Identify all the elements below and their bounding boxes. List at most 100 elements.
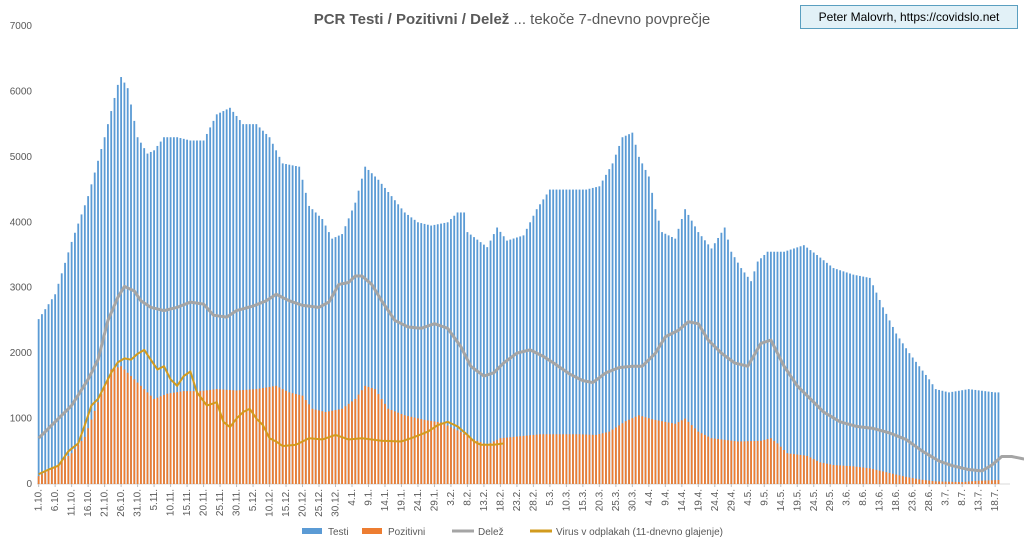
bar-pozitivni <box>908 477 911 484</box>
bar-pozitivni <box>961 482 964 484</box>
bar-testi <box>763 255 766 484</box>
bar-testi <box>113 97 116 484</box>
bar-testi <box>680 219 683 484</box>
bar-testi <box>578 189 581 485</box>
bar-pozitivni <box>278 387 281 484</box>
bar-testi <box>67 252 70 484</box>
y-tick-label: 5000 <box>10 152 33 163</box>
bar-testi <box>146 153 149 485</box>
bar-testi <box>235 115 238 484</box>
bar-testi <box>555 189 558 485</box>
bar-pozitivni <box>819 462 822 484</box>
bar-pozitivni <box>882 471 884 484</box>
bar-pozitivni <box>354 398 357 484</box>
bar-testi <box>153 150 155 485</box>
bar-pozitivni <box>347 403 350 484</box>
x-tick-label: 25.11. <box>215 489 226 516</box>
bar-testi <box>57 283 60 484</box>
bar-testi <box>334 237 337 484</box>
bar-pozitivni <box>242 390 245 484</box>
bar-testi <box>684 209 687 484</box>
bar-testi <box>400 208 403 484</box>
x-tick-label: 9.1. <box>363 489 374 506</box>
bar-testi <box>802 245 805 484</box>
bar-pozitivni <box>591 434 594 484</box>
bar-pozitivni <box>746 441 749 484</box>
bar-pozitivni <box>225 389 228 484</box>
bar-testi <box>314 212 317 484</box>
bar-testi <box>136 137 139 484</box>
bar-pozitivni <box>835 465 838 484</box>
bar-testi <box>717 237 720 484</box>
bar-pozitivni <box>258 388 261 484</box>
bar-pozitivni <box>684 418 687 484</box>
bar-pozitivni <box>710 438 713 484</box>
bar-testi <box>83 205 86 484</box>
bar-testi <box>918 366 921 484</box>
bar-testi <box>829 265 832 484</box>
x-tick-label: 19.1. <box>396 489 407 511</box>
bar-pozitivni <box>196 391 198 484</box>
bar-testi <box>390 196 393 484</box>
bar-testi <box>377 179 380 484</box>
bar-testi <box>746 276 749 484</box>
x-tick-label: 24.4. <box>710 489 721 511</box>
bar-pozitivni <box>641 416 644 484</box>
bar-testi <box>380 183 383 484</box>
x-tick-label: 21.10. <box>100 489 111 517</box>
x-tick-label: 10.3. <box>561 489 572 511</box>
bar-testi <box>598 186 601 485</box>
bar-pozitivni <box>506 437 508 484</box>
bar-testi <box>961 390 964 484</box>
bar-testi <box>756 261 759 484</box>
bar-testi <box>618 145 621 484</box>
bar-testi <box>855 275 858 484</box>
bar-pozitivni <box>364 385 367 484</box>
bar-pozitivni <box>476 440 479 484</box>
bar-testi <box>337 235 340 484</box>
bar-pozitivni <box>199 391 202 484</box>
bar-testi <box>393 200 396 485</box>
bar-testi <box>192 140 195 484</box>
bar-testi <box>436 224 439 484</box>
bar-pozitivni <box>535 434 538 484</box>
bar-pozitivni <box>981 480 983 484</box>
bar-pozitivni <box>275 385 278 484</box>
bar-pozitivni <box>189 391 192 484</box>
bar-pozitivni <box>304 400 307 484</box>
bar-pozitivni <box>842 465 845 484</box>
bar-pozitivni <box>855 466 858 484</box>
bar-pozitivni <box>384 403 386 484</box>
bar-pozitivni <box>367 386 370 484</box>
bar-testi <box>694 226 696 484</box>
bar-testi <box>806 247 809 484</box>
bar-pozitivni <box>911 478 914 484</box>
bar-pozitivni <box>769 438 772 484</box>
bar-testi <box>710 248 713 484</box>
bar-testi <box>990 391 993 484</box>
bar-testi <box>295 166 297 484</box>
bar-pozitivni <box>545 434 548 484</box>
bar-testi <box>793 248 795 484</box>
bar-pozitivni <box>479 442 482 484</box>
bar-pozitivni <box>875 469 878 484</box>
bar-pozitivni <box>756 440 759 484</box>
x-tick-label: 13.2. <box>479 489 490 511</box>
y-tick-label: 3000 <box>10 283 33 294</box>
bar-testi <box>644 169 647 484</box>
bar-pozitivni <box>262 388 264 484</box>
x-tick-label: 8.7. <box>957 489 968 506</box>
bar-testi <box>826 262 828 484</box>
bar-testi <box>687 214 690 485</box>
bar-pozitivni <box>459 432 462 484</box>
bar-pozitivni <box>139 385 142 484</box>
bar-pozitivni <box>50 468 53 484</box>
bar-testi <box>496 227 499 484</box>
bar-testi <box>601 180 604 484</box>
bar-pozitivni <box>680 420 683 484</box>
bar-testi <box>994 392 997 484</box>
bar-pozitivni <box>654 419 657 484</box>
bar-pozitivni <box>624 421 627 484</box>
bar-pozitivni <box>585 434 588 484</box>
bar-pozitivni <box>944 481 947 484</box>
